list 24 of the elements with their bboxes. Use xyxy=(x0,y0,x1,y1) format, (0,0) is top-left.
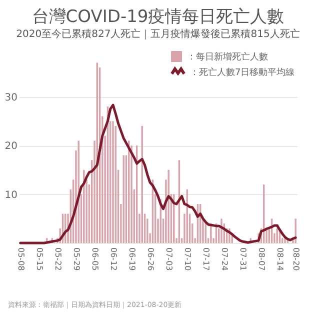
y-tick-label: 30 xyxy=(4,92,18,104)
line-series xyxy=(19,104,297,244)
legend-label: ：每日新增死亡人數 xyxy=(187,52,268,62)
x-tick-label: 07-24 xyxy=(220,248,230,271)
y-tick-label: 10 xyxy=(4,190,18,201)
x-tick-label: 07-17 xyxy=(202,248,211,271)
chart-subtitle: 2020至今已累積827人死亡｜五月疫情爆發後已累積815人死亡 xyxy=(16,28,300,40)
x-tick-label: 06-19 xyxy=(128,248,137,271)
x-tick-label: 05-15 xyxy=(34,248,44,271)
x-tick-label: 07-10 xyxy=(183,248,192,271)
x-tick-label: 08-14 xyxy=(276,248,285,271)
x-tick-label: 05-22 xyxy=(53,248,62,271)
y-tick-label: 20 xyxy=(4,141,18,152)
x-tick-label: 06-26 xyxy=(146,248,156,271)
x-tick-label: 06-12 xyxy=(109,248,118,271)
x-tick-label: 07-31 xyxy=(238,248,248,271)
x-tick-label: 06-05 xyxy=(90,248,100,271)
x-tick-label: 05-29 xyxy=(72,248,81,271)
x-tick-label: 07-03 xyxy=(164,248,174,271)
legend-label: ：死亡人數7日移動平均線 xyxy=(190,67,295,78)
x-tick-label: 08-07 xyxy=(257,248,266,271)
x-tick-label: 05-08 xyxy=(16,248,26,271)
chart-title: 台灣COVID-19疫情每日死亡人數 xyxy=(32,7,284,27)
x-tick-label: 08-20 xyxy=(292,248,301,271)
